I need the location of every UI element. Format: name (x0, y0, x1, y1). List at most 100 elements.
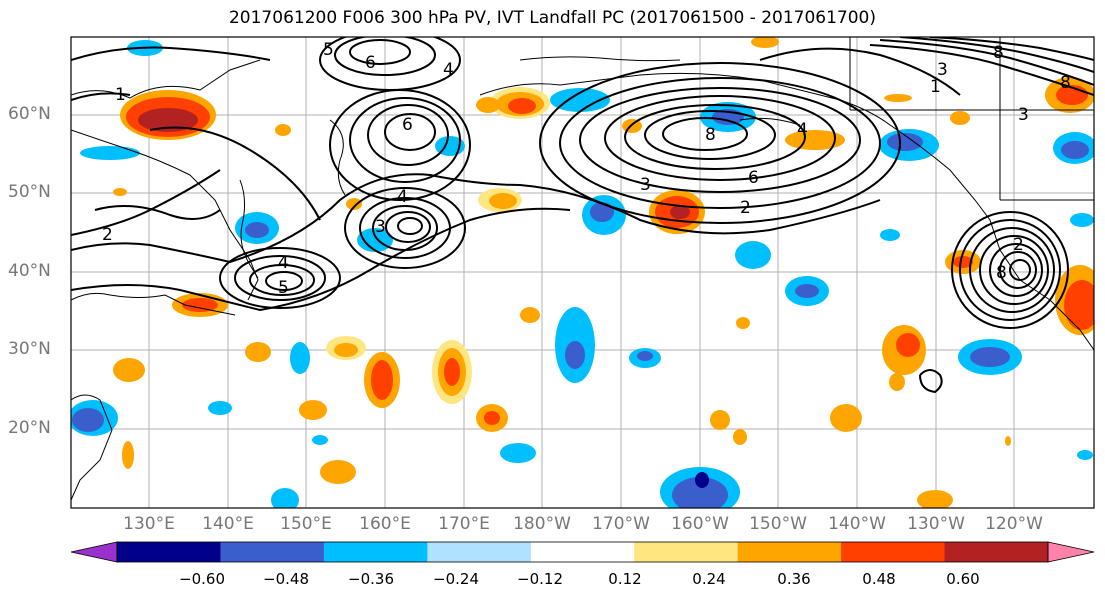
lon-label: 130°E (123, 514, 175, 534)
pos-anomaly (113, 188, 127, 196)
pos-anomaly (889, 373, 905, 391)
contour-label: 6 (365, 53, 376, 73)
pos-anomaly (520, 307, 540, 323)
pos-anomaly (346, 198, 362, 210)
pos-anomaly (122, 441, 134, 469)
colorbar-max-extension (1047, 541, 1095, 563)
pos-anomaly (830, 404, 862, 432)
contour-label: 3 (640, 175, 651, 195)
neg-anomaly (245, 222, 269, 238)
contour-label: 1 (930, 77, 941, 97)
neg-anomaly (271, 488, 299, 508)
colorbar-tick-label: 0.24 (692, 570, 726, 588)
neg-anomaly (637, 351, 653, 361)
neg-anomaly (735, 241, 771, 269)
neg-anomaly (208, 401, 232, 415)
neg-anomaly (1061, 141, 1089, 159)
neg-anomaly (72, 408, 104, 432)
colorbar-segment (323, 542, 428, 562)
colorbar-segment (634, 542, 739, 562)
contour-label: 3 (1018, 105, 1029, 125)
pos-anomaly (785, 130, 845, 150)
contour-label: 4 (278, 253, 289, 273)
pos-anomaly (917, 490, 953, 508)
pos-anomaly (320, 460, 356, 484)
colorbar-tick-label: −0.48 (263, 570, 309, 588)
neg-anomaly (312, 435, 328, 445)
contour-label: 8 (705, 125, 716, 145)
neg-anomaly (970, 347, 1010, 367)
pos-anomaly (508, 98, 536, 114)
colorbar-segment (841, 542, 946, 562)
lat-label: 20°N (8, 418, 51, 438)
pos-anomaly (275, 124, 291, 136)
pv-contours (71, 37, 1094, 394)
pos-anomaly (113, 358, 145, 382)
contour-label: 8 (1060, 73, 1071, 93)
pos-anomaly (182, 298, 218, 312)
neg-anomaly (590, 202, 614, 222)
neg-anomaly (672, 477, 728, 508)
shaded-anomalies (71, 37, 1094, 508)
coastlines (71, 37, 1094, 501)
lon-label: 180°W (513, 514, 571, 534)
contour-label: 3 (375, 217, 386, 237)
lon-label: 170°E (438, 514, 490, 534)
pos-anomaly (670, 205, 690, 219)
colorbar-segment (530, 542, 635, 562)
contour-label: 5 (323, 40, 334, 60)
colorbar-min-extension (70, 541, 118, 563)
colorbar-tick-label: −0.24 (433, 570, 479, 588)
neg-anomaly (1077, 450, 1093, 460)
colorbar-segment (737, 542, 842, 562)
pos-anomaly (733, 429, 747, 445)
colorbar (70, 541, 1095, 563)
contour-label: 8 (993, 43, 1004, 63)
lon-label: 170°W (592, 514, 650, 534)
neg-anomaly (80, 146, 140, 160)
colorbar-segment (427, 542, 532, 562)
neg-anomaly (795, 284, 819, 298)
pos-anomaly (710, 410, 730, 430)
neg-anomaly (550, 88, 610, 112)
lon-label: 130°W (907, 514, 965, 534)
pos-anomaly (1005, 436, 1011, 446)
colorbar-frame (116, 541, 1049, 563)
map-frame (70, 36, 1095, 509)
contour-label: 6 (402, 115, 413, 135)
contour-labels: 8 6 5 4 3 2 1 8 6 4 3 2 4 3 5 4 6 2 8 3 … (102, 40, 1071, 298)
pos-anomaly (622, 119, 642, 133)
colorbar-tick-label: −0.36 (348, 570, 394, 588)
colorbar-segment (220, 542, 325, 562)
pos-anomaly (751, 37, 779, 48)
pos-anomaly (476, 97, 500, 113)
lon-label: 160°W (671, 514, 729, 534)
lon-label: 150°E (280, 514, 332, 534)
lon-label: 140°W (828, 514, 886, 534)
contour-label: 3 (937, 60, 948, 80)
lon-label: 120°W (985, 514, 1043, 534)
pos-anomaly (736, 317, 750, 329)
colorbar-tick-label: −0.60 (179, 570, 225, 588)
colorbar-tick-label: 0.60 (946, 570, 980, 588)
pos-anomaly (334, 343, 358, 357)
neg-anomaly (880, 229, 900, 241)
colorbar-tick-label: 0.12 (608, 570, 642, 588)
neg-anomaly (887, 133, 923, 151)
contour-label: 5 (278, 278, 289, 298)
pos-anomaly (484, 411, 500, 425)
neg-anomaly (290, 342, 310, 374)
pos-anomaly (489, 193, 517, 209)
lon-label: 140°E (202, 514, 254, 534)
pos-anomaly (444, 358, 460, 386)
contour-label: 6 (748, 168, 759, 188)
contour-label: 2 (1013, 235, 1024, 255)
colorbar-segment (117, 542, 221, 562)
neg-anomaly (500, 443, 536, 463)
pos-anomaly (371, 360, 393, 400)
contour-label: 4 (443, 60, 454, 80)
contour-label: 2 (740, 198, 751, 218)
pos-anomaly (299, 400, 327, 420)
contour-label: 4 (797, 120, 808, 140)
lon-label: 160°E (359, 514, 411, 534)
